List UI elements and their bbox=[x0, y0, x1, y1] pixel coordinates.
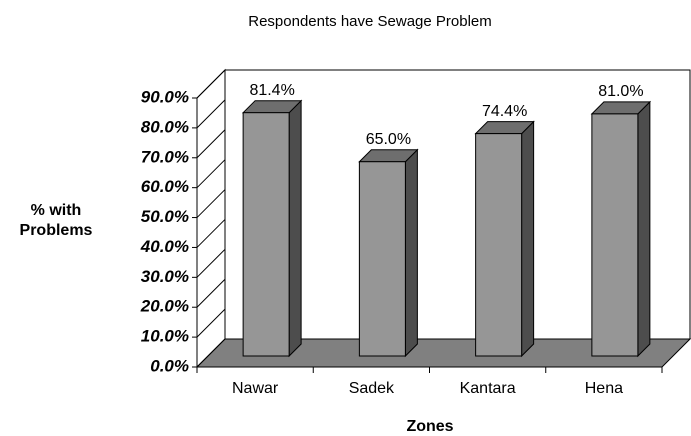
y-tick-label: 80.0% bbox=[141, 117, 189, 136]
x-tick-label: Kantara bbox=[460, 380, 516, 397]
bar-side bbox=[521, 120, 535, 358]
value-label: 81.4% bbox=[249, 82, 294, 99]
y-tick-label: 90.0% bbox=[141, 87, 189, 106]
bar-side bbox=[637, 100, 651, 358]
grid-line bbox=[196, 69, 226, 99]
grid-line bbox=[196, 308, 226, 338]
grid-line bbox=[196, 99, 226, 129]
bar-side bbox=[288, 99, 302, 358]
grid-line bbox=[196, 278, 226, 308]
y-tick-label: 40.0% bbox=[140, 237, 189, 256]
x-tick-label: Hena bbox=[585, 380, 623, 397]
value-label: 74.4% bbox=[482, 103, 527, 120]
grid-line bbox=[196, 248, 226, 278]
grid-line bbox=[196, 129, 226, 159]
y-tick-label: 70.0% bbox=[141, 147, 189, 166]
chart-title: Respondents have Sewage Problem bbox=[248, 13, 492, 30]
x-tick-label: Nawar bbox=[232, 380, 279, 397]
grid-line bbox=[196, 338, 226, 368]
bar bbox=[242, 112, 290, 357]
y-axis-label: % with Problems bbox=[19, 202, 93, 239]
bar-side bbox=[404, 148, 418, 358]
y-tick-label: 0.0% bbox=[150, 356, 189, 375]
y-tick-label: 30.0% bbox=[141, 267, 189, 286]
bar bbox=[475, 133, 523, 357]
bar bbox=[358, 161, 406, 357]
grid-line bbox=[196, 219, 226, 248]
grid-line bbox=[196, 159, 226, 189]
x-tick-label: Sadek bbox=[349, 380, 395, 397]
y-tick-label: 60.0% bbox=[141, 177, 189, 196]
y-tick-label: 20.0% bbox=[140, 297, 189, 316]
value-label: 65.0% bbox=[366, 131, 411, 148]
y-tick-label: 50.0% bbox=[141, 207, 189, 226]
grid-line bbox=[196, 189, 226, 218]
value-label: 81.0% bbox=[598, 83, 643, 100]
y-tick-label: 10.0% bbox=[141, 327, 189, 346]
bar bbox=[591, 113, 639, 357]
x-axis-label: Zones bbox=[406, 418, 453, 435]
